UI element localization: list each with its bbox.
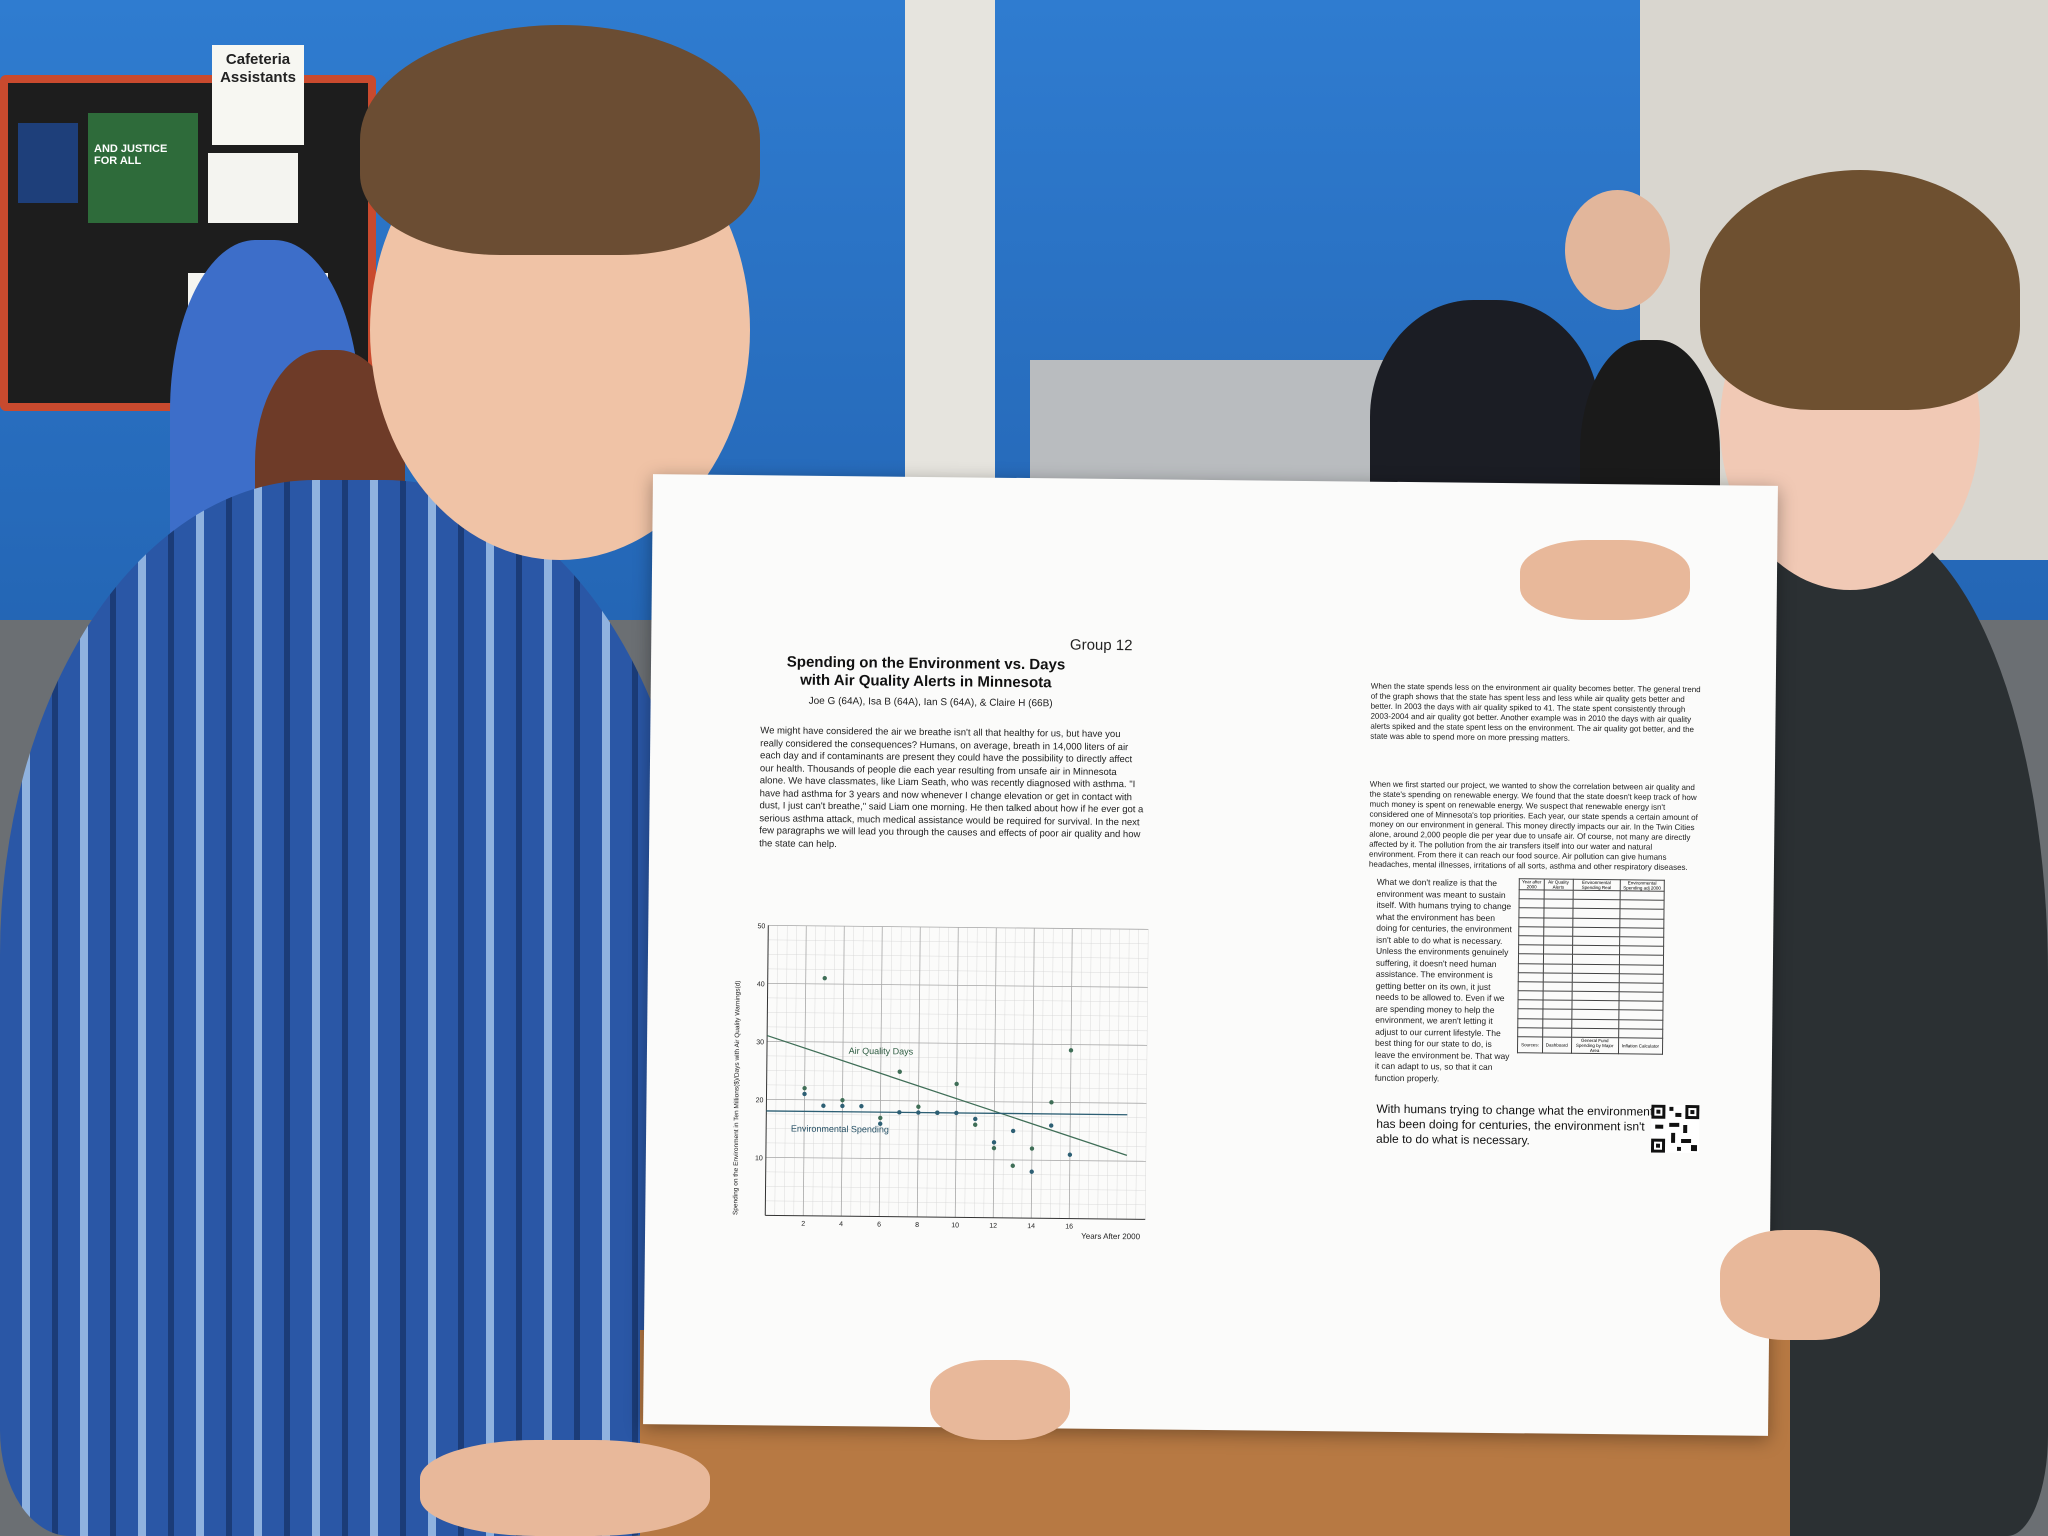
x-tick-label: 16 [1065, 1223, 1073, 1230]
data-point [1029, 1169, 1034, 1174]
y-tick-label: 40 [757, 981, 765, 988]
data-point [935, 1110, 940, 1115]
grid-line-major [992, 927, 997, 1218]
data-point [878, 1115, 883, 1121]
x-tick-label: 10 [951, 1222, 959, 1229]
data-point [1010, 1163, 1015, 1168]
table-header: Air Quality Alerts [1544, 878, 1573, 891]
data-point [821, 1103, 826, 1108]
bulletin-paper [18, 123, 78, 203]
data-point [802, 1085, 807, 1091]
left-boy-open-palm [420, 1440, 710, 1536]
data-point [822, 975, 827, 981]
data-point [802, 1091, 807, 1097]
data-point [859, 1103, 864, 1109]
right-paragraph-1: When the state spends less on the enviro… [1370, 681, 1701, 743]
data-point [1029, 1146, 1035, 1151]
grid-line-major [1068, 928, 1073, 1219]
chart-svg: 2 4 6 8 10 12 14 16 10 20 30 40 50 Years After 2000 Sp… [732, 923, 1149, 1242]
grid-line-major [840, 926, 845, 1217]
data-point [991, 1145, 997, 1151]
table-header: Environmental Spending adj 2000 [1619, 879, 1665, 892]
y-tick-label: 20 [756, 1097, 764, 1104]
grid-line-major [766, 1098, 1147, 1104]
cafeteria-sign: Cafeteria Assistants [212, 45, 304, 145]
data-point [840, 1097, 845, 1103]
left-boy-hand-bottom [930, 1360, 1070, 1440]
left-boy-plaid-shirt [0, 480, 700, 1536]
data-point [1010, 1128, 1016, 1134]
poster-quote: With humans trying to change what the en… [1376, 1101, 1654, 1148]
data-point [916, 1104, 921, 1109]
poster-intro-text: We might have considered the air we brea… [759, 725, 1144, 850]
series-label: Environmental Spending [791, 1124, 889, 1135]
x-tick-label: 12 [989, 1223, 997, 1230]
x-axis [765, 1214, 1146, 1220]
data-point [973, 1116, 978, 1122]
trend-line [766, 1110, 1128, 1116]
table-source: Sources: [1517, 1036, 1543, 1053]
x-tick-label: 6 [877, 1222, 881, 1229]
table-source: General Fund Spending by Major Area [1571, 1037, 1619, 1054]
table-header: Environmental Spending Real [1572, 879, 1621, 891]
data-point [954, 1081, 959, 1087]
data-point [1067, 1152, 1073, 1157]
left-boy-hair [360, 25, 760, 255]
grid-line-major [765, 1156, 1146, 1162]
poster-title: Spending on the Environment vs. Days wit… [786, 653, 1066, 692]
grid-line-major [802, 925, 807, 1216]
y-tick-label: 30 [756, 1039, 764, 1046]
right-boy-hand-bottom [1720, 1230, 1880, 1340]
trend-line [766, 1034, 1128, 1156]
x-axis-label: Years After 2000 [1081, 1232, 1141, 1242]
bulletin-paper [208, 153, 298, 223]
data-point [973, 1122, 978, 1127]
scatter-chart: 2 4 6 8 10 12 14 16 10 20 30 40 50 Years After 2000 Sp… [725, 915, 1168, 1250]
x-tick-label: 14 [1027, 1223, 1035, 1230]
y-tick-label: 50 [757, 923, 765, 930]
data-point [1049, 1100, 1054, 1105]
data-point [897, 1069, 902, 1074]
person-head [1565, 190, 1670, 310]
grid-line-major [768, 924, 1149, 930]
data-point [878, 1121, 883, 1126]
poster-authors: Joe G (64A), Isa B (64A), Ian S (64A), &… [808, 695, 1053, 710]
x-tick-label: 8 [915, 1222, 919, 1229]
grid-line-major [916, 926, 921, 1217]
data-table: Year after 2000 Air Quality Alerts Envir… [1517, 878, 1665, 1055]
grid-line-major [954, 927, 959, 1218]
right-boy-hair [1700, 170, 2020, 410]
data-point [897, 1110, 902, 1115]
poster-group-label: Group 12 [1069, 636, 1133, 655]
table-sources-row: Sources: Dashboard General Fund Spending… [1517, 1036, 1663, 1055]
table-source: Dashboard [1542, 1036, 1572, 1054]
y-axis-label: Spending on the Environment in Ten Milli… [732, 981, 741, 1216]
pillar [905, 0, 995, 520]
right-paragraph-3: What we don't realize is that the enviro… [1374, 876, 1512, 1083]
table-source: Inflation Calculator [1618, 1037, 1663, 1055]
data-point [1049, 1123, 1054, 1128]
data-point [1068, 1048, 1074, 1053]
grid-line-major [767, 1040, 1148, 1046]
x-tick-label: 4 [839, 1221, 843, 1228]
x-tick-label: 2 [801, 1221, 805, 1228]
grid-line-major [878, 926, 883, 1217]
series-label: Air Quality Days [849, 1046, 914, 1057]
poster: Group 12 Spending on the Environment vs.… [643, 474, 1778, 1436]
table-header: Year after 2000 [1519, 878, 1545, 890]
right-boy-hand-top [1520, 540, 1690, 620]
data-point [991, 1140, 997, 1145]
bulletin-poster: AND JUSTICE FOR ALL [88, 113, 198, 223]
grid-line-major [767, 982, 1148, 988]
data-point [916, 1110, 921, 1115]
data-point [840, 1103, 845, 1109]
y-axis [764, 925, 769, 1216]
qr-code-icon [1650, 1104, 1700, 1154]
right-paragraph-2: When we first started our project, we wa… [1368, 779, 1698, 872]
data-point [954, 1110, 959, 1116]
y-tick-label: 10 [755, 1155, 763, 1162]
